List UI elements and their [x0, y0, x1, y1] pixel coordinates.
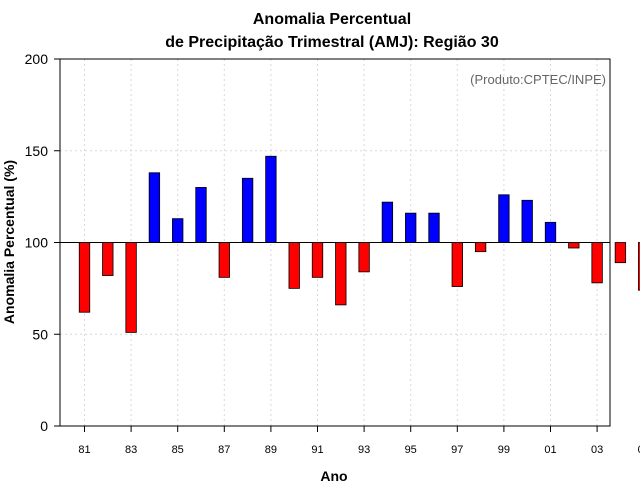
- bar-96: [428, 212, 440, 243]
- bar-05: [638, 242, 640, 291]
- chart-title-line1: Anomalia Percentual: [253, 11, 411, 28]
- bar-88: [241, 177, 254, 243]
- bar-87: [218, 242, 230, 278]
- bar-99: [498, 194, 510, 243]
- bar-90: [288, 242, 300, 289]
- x-tick-label: 87: [218, 444, 230, 456]
- bar-94: [381, 201, 394, 243]
- x-tick-label: 01: [544, 444, 556, 456]
- x-tick-label: 03: [591, 444, 603, 456]
- x-tick-label: 85: [172, 444, 184, 456]
- bar-89: [265, 155, 277, 243]
- bar-84: [148, 172, 161, 243]
- bar-02: [568, 242, 580, 249]
- bar-83: [125, 242, 137, 333]
- bar-03: [591, 242, 603, 284]
- credit-label: (Produto:CPTEC/INPE): [470, 72, 606, 87]
- bar-95: [405, 212, 417, 243]
- chart-title-line2: de Precipitação Trimestral (AMJ): Região…: [165, 34, 499, 51]
- bar-97: [451, 242, 463, 287]
- x-tick-label: 83: [125, 444, 137, 456]
- x-axis: 8183858789919395979901030507091113151719…: [78, 426, 640, 456]
- x-axis-label: Ano: [320, 468, 347, 484]
- x-tick-label: 89: [265, 444, 277, 456]
- y-axis: 0 50 100 150 200: [25, 51, 60, 434]
- bar-00: [521, 199, 533, 243]
- bar-04: [614, 242, 627, 264]
- y-tick-label: 50: [32, 326, 48, 342]
- y-tick-label: 100: [25, 235, 49, 251]
- bar-82: [102, 242, 114, 276]
- x-tick-label: 05: [638, 444, 640, 456]
- x-tick-label: 99: [498, 444, 510, 456]
- bar-98: [474, 242, 487, 253]
- bar-93: [358, 242, 370, 273]
- bar-81: [78, 242, 91, 313]
- x-tick-label: 93: [358, 444, 370, 456]
- y-tick-label: 200: [25, 51, 49, 67]
- x-tick-label: 97: [451, 444, 463, 456]
- y-axis-label: Anomalia Percentual (%): [1, 160, 17, 324]
- x-tick-label: 91: [311, 444, 323, 456]
- y-tick-label: 150: [25, 143, 49, 159]
- bar-92: [335, 242, 347, 306]
- bar-01: [544, 221, 557, 243]
- bar-86: [195, 187, 207, 243]
- grid-layer: [60, 59, 610, 426]
- x-tick-label: 81: [78, 444, 90, 456]
- bar-91: [311, 242, 324, 278]
- bar-85: [172, 218, 184, 243]
- bar-layer: [78, 155, 640, 333]
- y-tick-label: 0: [40, 418, 48, 434]
- x-tick-label: 95: [405, 444, 417, 456]
